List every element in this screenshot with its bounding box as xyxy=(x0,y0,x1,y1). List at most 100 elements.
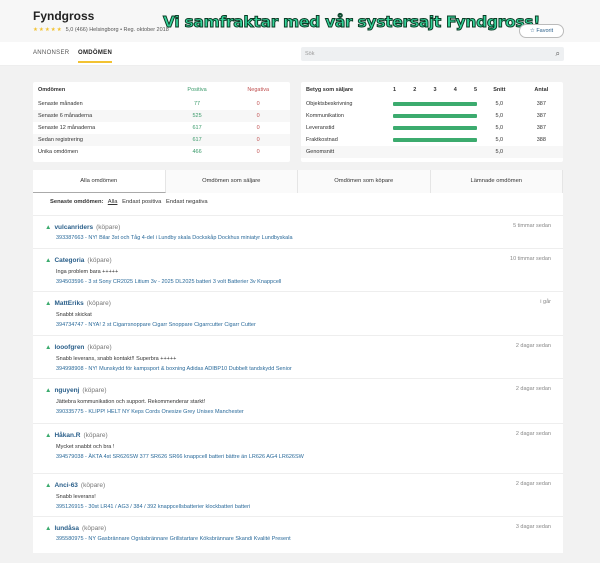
filter-all[interactable]: Alla xyxy=(107,199,118,205)
rating-row: Kommunikation 5,0 387 xyxy=(301,110,563,122)
review-user-link[interactable]: Categoria xyxy=(54,257,85,264)
review-item-link[interactable]: 394734747 - NYA! 2 st Cigarrsnoppare Cig… xyxy=(56,322,256,328)
review-item-link[interactable]: 395580975 - NY Gasbrännare Ogräsbrännare… xyxy=(56,536,291,542)
review-item: ▲ Håkan.R (köpare) 2 dagar sedan Mycket sn… xyxy=(33,423,563,473)
favorite-button[interactable]: ☆ Favorit xyxy=(519,24,564,38)
rating-bar xyxy=(393,138,477,142)
review-item-link[interactable]: 393387663 - NY! Bilar 3st och Tåg 4-del … xyxy=(56,235,293,241)
review-time: 2 dagar sedan xyxy=(515,481,551,487)
rating-label: Kommunikation xyxy=(306,113,344,119)
positive-count: 77 xyxy=(193,101,201,107)
positive-count: 525 xyxy=(167,110,227,122)
promo-banner: Vi samfraktar med vår systersajt Fyndgro… xyxy=(163,13,541,32)
negative-count: 0 xyxy=(256,125,260,131)
scale-tick: 5 xyxy=(473,87,477,93)
col-header: Positiva xyxy=(187,87,207,93)
shop-meta: ★★★★★ 5,0 (466) Helsingborg • Reg. oktobe… xyxy=(33,27,169,33)
review-time: 10 timmar sedan xyxy=(510,256,551,262)
rating-row: Objektsbeskrivning 5,0 387 xyxy=(301,98,563,110)
nav-bar: ANNONSER OMDÖMEN Sök ⌕ xyxy=(0,42,600,66)
search-icon[interactable]: ⌕ xyxy=(555,49,560,58)
review-comment: Mycket snabbt och bra ! xyxy=(56,444,115,450)
negative-count: 0 xyxy=(256,101,260,107)
review-item: ▲ Categoria (köpare) 10 timmar sedan Inga … xyxy=(33,248,563,291)
negative-count: 0 xyxy=(226,110,290,122)
filter-positive[interactable]: Endast positiva xyxy=(122,199,162,205)
review-user-link[interactable]: MattEriks xyxy=(54,300,84,307)
thumbs-up-icon: ▲ xyxy=(45,224,52,231)
tab-given-reviews[interactable]: Lämnade omdömen xyxy=(431,170,563,193)
scale-tick: 3 xyxy=(433,87,437,93)
tab-seller-reviews[interactable]: Omdömen som säljare xyxy=(166,170,298,193)
thumbs-up-icon: ▲ xyxy=(45,432,52,439)
review-item-link[interactable]: 394998908 - NY! Munskydd för kampsport &… xyxy=(56,366,292,372)
rating-avg: 5,0 xyxy=(495,101,504,107)
total-avg: 5,0 xyxy=(495,149,504,155)
negative-count: 0 xyxy=(256,149,260,155)
review-role: (köpare) xyxy=(86,300,111,307)
filter-label: Senaste omdömen: xyxy=(50,199,104,205)
scale-tick: 4 xyxy=(453,87,457,93)
rating-row: Fraktkostnad 5,0 388 xyxy=(301,134,563,146)
tab-buyer-reviews[interactable]: Omdömen som köpare xyxy=(298,170,431,193)
review-item-link[interactable]: 390335775 - KLIPP! HELT NY Keps Cords On… xyxy=(56,409,244,415)
review-user-link[interactable]: Anci-63 xyxy=(54,482,78,489)
review-item: ▲ Anci-63 (köpare) 2 dagar sedan Snabb lev… xyxy=(33,473,563,516)
rating-row: Leveranstid 5,0 387 xyxy=(301,122,563,134)
review-user-link[interactable]: looofgren xyxy=(54,344,85,351)
tab-annonser[interactable]: ANNONSER xyxy=(33,50,70,56)
rating-count: 387 xyxy=(536,125,546,131)
shop-header: Fyndgross ★★★★★ 5,0 (466) Helsingborg • R… xyxy=(0,0,600,42)
summary-card: Omdömen Positiva Negativa Senaste månaden 7… xyxy=(33,82,290,162)
review-item-link[interactable]: 394579038 - ÄKTA 4st SR626SW 377 SR626 S… xyxy=(56,454,304,460)
col-header: Negativa xyxy=(247,87,270,93)
review-time: 2 dagar sedan xyxy=(515,343,551,349)
review-list: Senaste omdömen: Alla Endast positiva En… xyxy=(33,193,563,553)
search-input[interactable]: Sök ⌕ xyxy=(301,47,564,61)
thumbs-up-icon: ▲ xyxy=(45,257,52,264)
review-user-link[interactable]: nguyenj xyxy=(54,387,80,394)
review-user-link[interactable]: Håkan.R xyxy=(54,432,81,439)
seller-rating-card: Betyg som säljare 1 2 3 4 5 Snitt Antal Objek… xyxy=(301,82,563,162)
thumbs-up-icon: ▲ xyxy=(45,482,52,489)
filter-negative[interactable]: Endast negativa xyxy=(166,199,208,205)
review-time: 2 dagar sedan xyxy=(515,386,551,392)
rating-avg: 5,0 xyxy=(495,137,504,143)
rating-avg: 5,0 xyxy=(495,125,504,131)
review-user-link[interactable]: vulcanriders xyxy=(54,224,94,231)
review-role: (köpare) xyxy=(82,387,107,394)
review-comment: Inga problem bara +++++ xyxy=(56,269,119,275)
thumbs-up-icon: ▲ xyxy=(45,387,52,394)
summary-row: Senaste månaden 77 0 xyxy=(33,98,290,110)
review-comment: Snabbt skickat xyxy=(56,312,92,318)
positive-count: 617 xyxy=(167,134,227,146)
rating-count: 387 xyxy=(536,101,546,107)
scale-tick: 1 xyxy=(393,87,397,93)
review-time: 5 timmar sedan xyxy=(513,223,551,229)
rating-label: Leveranstid xyxy=(306,125,335,131)
search-placeholder: Sök xyxy=(305,51,315,57)
review-comment: Snabb leverans! xyxy=(56,494,96,500)
row-label: Senaste 6 månaderna xyxy=(33,110,168,122)
review-item-link[interactable]: 394503596 - 3 st Sony CR2025 Litium 3v -… xyxy=(56,279,282,285)
row-label: Unika omdömen xyxy=(38,149,79,155)
summary-row: Senaste 6 månaderna 525 0 xyxy=(33,110,290,122)
rating-count: 388 xyxy=(536,137,546,143)
tab-all-reviews[interactable]: Alla omdömen xyxy=(33,170,166,193)
row-label: Senaste 12 månaderna xyxy=(38,125,96,131)
thumbs-up-icon: ▲ xyxy=(45,344,52,351)
review-role: (köpare) xyxy=(87,257,112,264)
review-item-link[interactable]: 395126915 - 30st LR41 / AG3 / 384 / 392 … xyxy=(56,504,251,510)
rating-stars-icon: ★★★★★ xyxy=(33,27,63,33)
summary-table: Omdömen Positiva Negativa Senaste månaden 7… xyxy=(33,82,290,158)
seller-rating-table: Betyg som säljare 1 2 3 4 5 Snitt Antal Objek… xyxy=(301,82,563,158)
review-time: 2 dagar sedan xyxy=(515,431,551,437)
summary-row: Unika omdömen 466 0 xyxy=(33,146,290,158)
review-tabs: Alla omdömen Omdömen som säljare Omdömen… xyxy=(33,170,563,193)
total-label: Genomsnitt xyxy=(306,149,335,155)
tab-omdomen[interactable]: OMDÖMEN xyxy=(78,50,113,63)
review-user-link[interactable]: lundåsa xyxy=(54,525,79,532)
review-item: ▲ MattEriks (köpare) i går Snabbt skickat … xyxy=(33,291,563,335)
review-time: 3 dagar sedan xyxy=(515,524,551,530)
positive-count: 466 xyxy=(192,149,202,155)
